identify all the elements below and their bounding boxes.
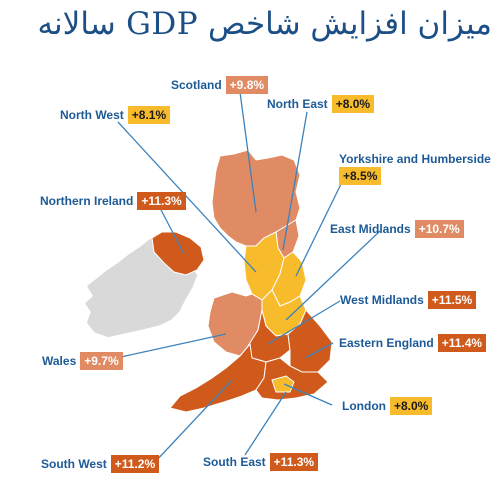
value-badge: +8.5% (339, 167, 382, 185)
label-south-west: South West +11.2% (41, 455, 160, 473)
value-badge: +11.2% (110, 455, 160, 473)
label-wales: Wales +9.7% (42, 352, 123, 370)
label-name: West Midlands (340, 293, 424, 307)
label-name: Eastern England (339, 336, 434, 350)
label-name: Northern Ireland (40, 194, 134, 208)
label-east-midlands: East Midlands +10.7% (330, 220, 464, 238)
label-north-east: North East +8.0% (267, 95, 375, 113)
label-name: London (342, 399, 386, 413)
value-badge: +8.0% (331, 95, 375, 113)
label-yorkshire: Yorkshire and Humberside +8.5% (339, 152, 491, 185)
label-name: South East (203, 455, 266, 469)
value-badge: +9.8% (225, 76, 269, 94)
label-west-midlands: West Midlands +11.5% (340, 291, 477, 309)
map-title: میزان افزایش شاخص GDP سالانه (37, 6, 492, 42)
value-badge: +11.3% (137, 192, 186, 210)
label-name: North East (267, 97, 328, 111)
region-northern-ireland[interactable] (151, 231, 205, 276)
value-badge: +11.4% (437, 334, 487, 352)
value-badge: +11.3% (269, 453, 319, 471)
label-name: North West (60, 108, 124, 122)
label-name: East Midlands (330, 222, 411, 236)
label-name: South West (41, 457, 107, 471)
region-south-east[interactable] (255, 357, 329, 401)
value-badge: +11.5% (427, 291, 477, 309)
label-south-east: South East +11.3% (203, 453, 319, 471)
label-northern-ireland: Northern Ireland +11.3% (40, 192, 186, 210)
value-badge: +10.7% (414, 220, 464, 238)
label-north-west: North West +8.1% (60, 106, 171, 124)
label-name: Scotland (171, 78, 222, 92)
leader-lines (106, 91, 381, 463)
label-scotland: Scotland +9.8% (171, 76, 269, 94)
label-name: Wales (42, 354, 77, 368)
label-name: Yorkshire and Humberside (339, 152, 491, 166)
value-badge: +8.0% (389, 397, 433, 415)
region-south-west[interactable] (169, 342, 267, 413)
value-badge: +8.1% (127, 106, 171, 124)
label-london: London +8.0% (342, 397, 433, 415)
label-eastern-england: Eastern England +11.4% (339, 334, 487, 352)
value-badge: +9.7% (80, 352, 123, 370)
